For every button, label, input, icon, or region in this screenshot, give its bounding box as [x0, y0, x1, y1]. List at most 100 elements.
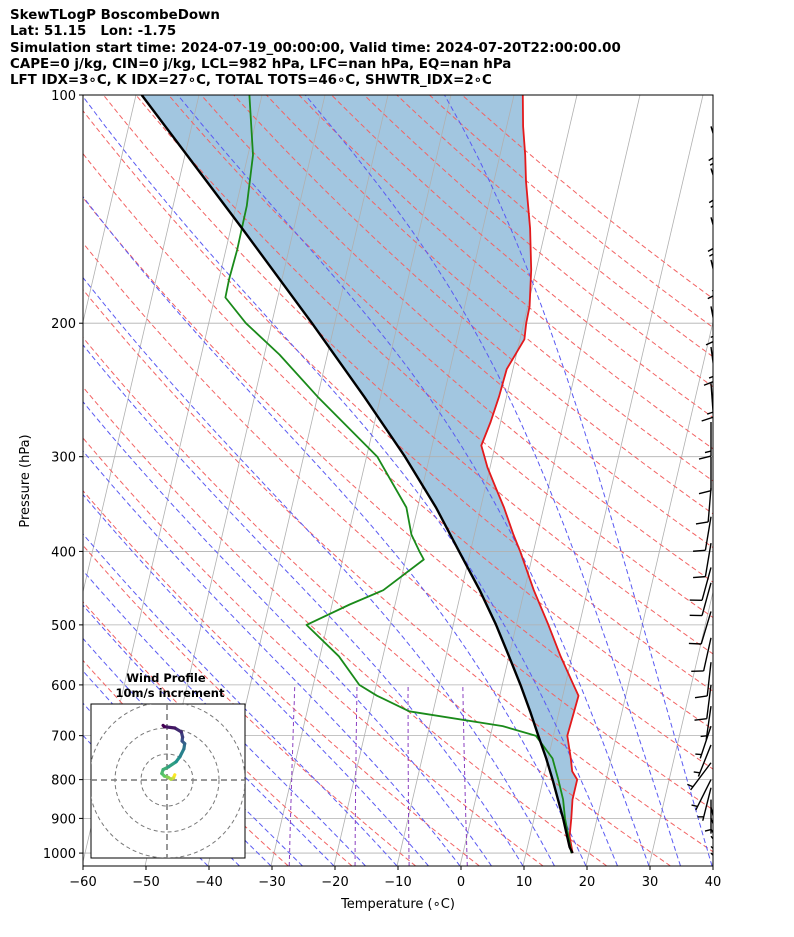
wind-barb-staff — [702, 787, 712, 821]
wind-barb — [710, 845, 732, 873]
y-tick-label: 1000 — [43, 847, 76, 862]
moist-adiabat-line — [177, 95, 650, 866]
dry-adiabat-line — [331, 95, 713, 419]
dry-adiabat-line — [363, 95, 713, 388]
wind-barb-flag — [707, 247, 713, 252]
wind-barb — [688, 611, 712, 645]
isotherm-line — [648, 590, 713, 866]
dry-adiabat-line — [168, 95, 713, 583]
wind-barb-staff — [710, 852, 713, 857]
wind-barb — [707, 259, 713, 300]
wind-barb-flag — [693, 549, 706, 552]
wind-barb-half-flag — [729, 874, 732, 879]
x-tick-label: 30 — [642, 875, 659, 890]
hodograph-trace-segment — [161, 723, 166, 729]
x-axis-label: Temperature (∘C) — [340, 897, 455, 912]
wind-barb-flag — [703, 380, 713, 386]
dry-adiabat-line — [266, 95, 713, 482]
wind-barb-flag — [708, 157, 713, 162]
wind-barb-flag — [701, 416, 713, 422]
isotherm-line — [83, 95, 200, 594]
wind-barb-staff — [710, 346, 713, 368]
wind-barb — [698, 422, 712, 460]
axis-ticks-layer: −60 −50 −40 −30 −20 −10 0 10 20 30 40 1000 900 800 700… — [43, 89, 721, 890]
y-tick-label: 800 — [51, 774, 76, 789]
wind-barb-flag — [695, 521, 709, 525]
wind-barb-half-flag — [700, 735, 707, 738]
wind-barb-half-flag — [729, 868, 732, 873]
x-tick-label: −30 — [258, 875, 285, 890]
wind-barb-half-flag — [687, 783, 694, 788]
isotherm-line — [396, 95, 578, 866]
y-tick-label: 900 — [51, 812, 76, 827]
indices-line: LFT IDX=3∘C, K IDX=27∘C, TOTAL TOTS=46∘C… — [10, 73, 492, 89]
dry-adiabat-line — [83, 336, 671, 866]
x-tick-label: −40 — [195, 875, 222, 890]
wind-barb-staff — [710, 835, 713, 840]
mixing-ratio-line — [407, 684, 410, 866]
wind-barb — [704, 799, 712, 834]
time-line: Simulation start time: 2024-07-19_00:00:… — [10, 40, 621, 56]
dry-adiabat-line — [83, 544, 417, 866]
x-tick-label: −10 — [384, 875, 411, 890]
moist-adiabat-line — [83, 401, 492, 866]
y-tick-label: 500 — [51, 619, 76, 634]
x-tick-label: −50 — [132, 875, 159, 890]
x-tick-label: 10 — [516, 875, 533, 890]
wind-barb-staff — [699, 725, 712, 759]
isotherm-line — [0, 95, 73, 866]
mixing-ratio-layer — [288, 684, 468, 866]
y-tick-label: 100 — [51, 89, 76, 104]
wind-barb-staff — [697, 744, 712, 777]
wind-barb — [694, 662, 712, 699]
wind-barb-flag — [698, 490, 712, 495]
wind-barb — [693, 542, 712, 579]
wind-barb-flag — [709, 162, 713, 166]
wind-barb-flag — [708, 199, 713, 204]
moist-adiabat-line — [444, 95, 713, 866]
wind-barb — [691, 779, 712, 811]
wind-barb — [691, 637, 712, 673]
isotherm-line — [459, 95, 641, 866]
hodograph-plot — [91, 704, 245, 858]
moist-adiabat-line — [83, 637, 303, 866]
wind-barb — [695, 725, 712, 759]
wind-barb — [701, 383, 713, 422]
dry-adiabat-line — [83, 109, 713, 692]
wind-barb — [698, 456, 712, 495]
wind-barb-staff — [706, 684, 712, 719]
moist-adiabat-line — [83, 533, 398, 866]
temperature-profile-line — [480, 95, 580, 854]
wind-barb-staff — [710, 217, 713, 228]
dry-adiabat-line — [135, 95, 713, 619]
mixing-ratio-line — [354, 684, 358, 866]
isotherm-line — [333, 95, 515, 866]
moist-adiabat-line — [83, 276, 555, 866]
wind-barb — [687, 762, 712, 791]
wind-barb — [708, 126, 713, 166]
wind-barb-staff — [690, 762, 712, 791]
wind-barb-half-flag — [710, 335, 713, 339]
isotherm-line — [0, 95, 10, 866]
wind-barb-flag — [708, 253, 713, 257]
mixing-ratio-line — [288, 684, 296, 866]
hodograph-ring — [140, 753, 194, 807]
dry-adiabat-line — [429, 95, 713, 328]
wind-barb-half-flag — [708, 375, 713, 379]
wind-barb — [708, 168, 713, 208]
wind-barb — [694, 684, 712, 721]
hodograph-trace-segment — [162, 725, 177, 730]
wind-barb-staff — [706, 662, 712, 697]
wind-barb-staff — [710, 845, 713, 850]
wind-barb — [710, 807, 713, 840]
wind-barb — [700, 706, 712, 740]
wind-barb-flag — [694, 717, 707, 721]
isotherm-line — [83, 95, 137, 324]
wind-barb-staff — [710, 306, 713, 321]
y-tick-label: 600 — [51, 679, 76, 694]
wind-barb-staff — [710, 383, 713, 418]
dry-adiabat-line — [83, 490, 480, 866]
wind-barb — [703, 346, 713, 386]
wind-barb — [697, 787, 712, 821]
wind-barb — [710, 828, 713, 834]
